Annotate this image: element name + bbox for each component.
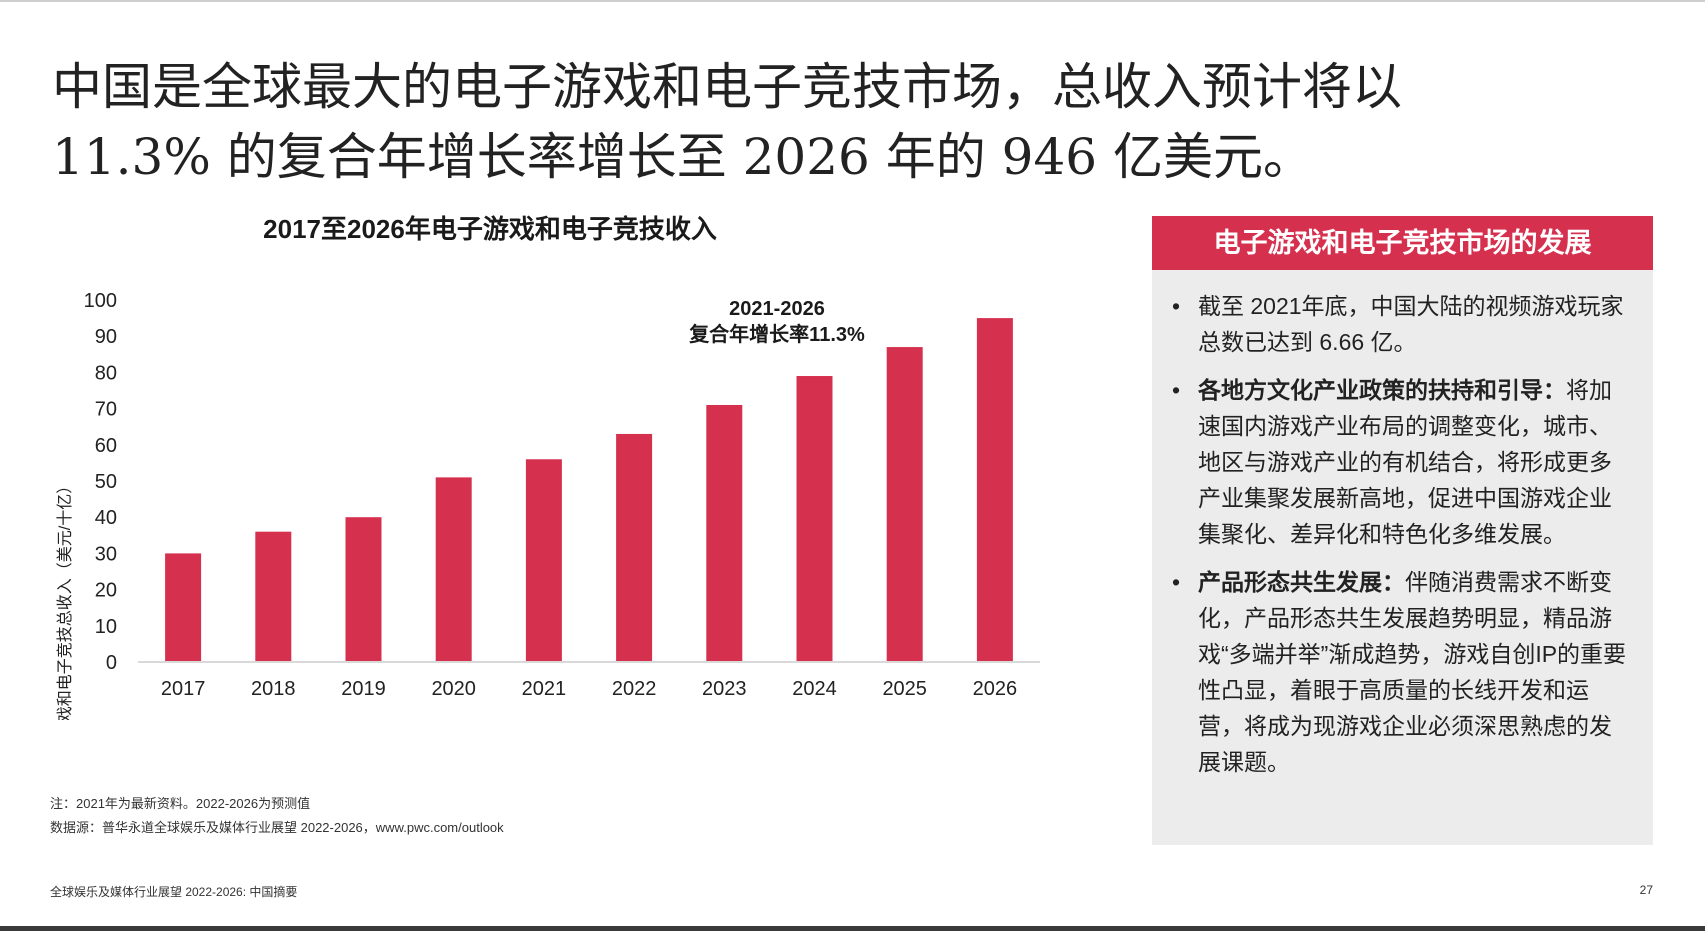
y-tick-label: 20	[95, 580, 117, 602]
panel-item-text: 伴随消费需求不断变化，产品形态共生发展趋势明显，精品游戏“多端并举”渐成趋势，游…	[1198, 569, 1627, 775]
panel-title: 电子游戏和电子竞技市场的发展	[1152, 216, 1653, 270]
x-tick-label: 2018	[251, 678, 296, 700]
market-development-panel: 电子游戏和电子竞技市场的发展 • 截至 2021年底，中国大陆的视频游戏玩家总数…	[1152, 216, 1653, 845]
y-tick-label: 70	[95, 399, 117, 421]
y-axis-ticks: 0 10 20 30 40 50 60 70 80 90 100	[84, 290, 117, 674]
bar-series	[165, 318, 1013, 662]
x-tick-label: 2026	[973, 678, 1018, 700]
bar-2018	[255, 531, 292, 662]
bar-2022	[616, 433, 653, 662]
y-tick-label: 60	[95, 435, 117, 457]
x-tick-label: 2020	[431, 678, 476, 700]
bar-2023	[706, 404, 743, 662]
x-tick-label: 2021	[522, 678, 567, 700]
x-axis-ticks: 2017 2018 2019 2020 2021 2022 2023 2024 2025 2026	[161, 678, 1017, 700]
panel-bullet-list: • 截至 2021年底，中国大陆的视频游戏玩家总数已达到 6.66 亿。 • 各…	[1152, 270, 1653, 780]
bullet-icon: •	[1172, 377, 1181, 403]
chart-title: 2017至2026年电子游戏和电子竞技收入	[263, 214, 717, 244]
bar-2026	[976, 318, 1013, 662]
headline-line-1: 中国是全球最大的电子游戏和电子竞技市场，总收入预计将以	[52, 57, 1402, 116]
footer-title: 全球娱乐及媒体行业展望 2022-2026: 中国摘要	[50, 885, 298, 899]
panel-item: • 产品形态共生发展：伴随消费需求不断变化，产品形态共生发展趋势明显，精品游戏“…	[1170, 564, 1631, 780]
panel-item-text: 将加速国内游戏产业布局的调整变化，城市、地区与游戏产业的有机结合，将形成更多产业…	[1198, 377, 1612, 547]
y-tick-label: 30	[95, 543, 117, 565]
panel-item: • 截至 2021年底，中国大陆的视频游戏玩家总数已达到 6.66 亿。	[1170, 288, 1631, 360]
y-tick-label: 80	[95, 362, 117, 384]
chart-note: 注：2021年为最新资料。2022-2026为预测值	[50, 796, 311, 811]
y-tick-label: 0	[106, 652, 117, 674]
bar-2017	[165, 553, 202, 662]
chart-source: 数据源：普华永道全球娱乐及媒体行业展望 2022-2026，www.pwc.co…	[50, 820, 504, 835]
y-tick-label: 40	[95, 507, 117, 529]
panel-item-bold: 各地方文化产业政策的扶持和引导：	[1198, 377, 1566, 403]
bar-2021	[525, 459, 562, 662]
x-tick-label: 2025	[882, 678, 927, 700]
x-tick-label: 2022	[612, 678, 657, 700]
cagr-annotation-range: 2021-2026	[729, 298, 825, 320]
bullet-icon: •	[1172, 569, 1181, 595]
y-tick-label: 50	[95, 471, 117, 493]
x-tick-label: 2024	[792, 678, 837, 700]
y-tick-label: 90	[95, 326, 117, 348]
revenue-bar-chart: 2017至2026年电子游戏和电子竞技收入 中国电子游戏和电子竞技总收入（美元/…	[56, 214, 1040, 720]
bar-2019	[345, 517, 382, 662]
panel-item-bold: 产品形态共生发展：	[1198, 569, 1405, 595]
panel-item: • 各地方文化产业政策的扶持和引导：将加速国内游戏产业布局的调整变化，城市、地区…	[1170, 372, 1631, 552]
bullet-icon: •	[1172, 293, 1181, 319]
panel-item-text: 截至 2021年底，中国大陆的视频游戏玩家总数已达到 6.66 亿。	[1198, 293, 1624, 355]
top-border	[0, 0, 1705, 2]
x-tick-label: 2017	[161, 678, 206, 700]
page-headline: 中国是全球最大的电子游戏和电子竞技市场，总收入预计将以 11.3% 的复合年增长…	[52, 52, 1612, 192]
page-number: 27	[1639, 883, 1653, 897]
y-tick-label: 10	[95, 616, 117, 638]
bar-2025	[886, 347, 923, 662]
y-axis-label: 中国电子游戏和电子竞技总收入（美元/十亿）	[56, 478, 74, 720]
headline-line-2: 11.3% 的复合年增长率增长至 2026 年的 946 亿美元。	[52, 127, 1313, 186]
x-tick-label: 2023	[702, 678, 747, 700]
bar-2024	[796, 376, 833, 662]
x-tick-label: 2019	[341, 678, 386, 700]
cagr-annotation-rate: 复合年增长率11.3%	[688, 322, 865, 346]
bottom-border	[0, 926, 1705, 931]
bar-2020	[435, 477, 472, 662]
y-tick-label: 100	[84, 290, 117, 312]
